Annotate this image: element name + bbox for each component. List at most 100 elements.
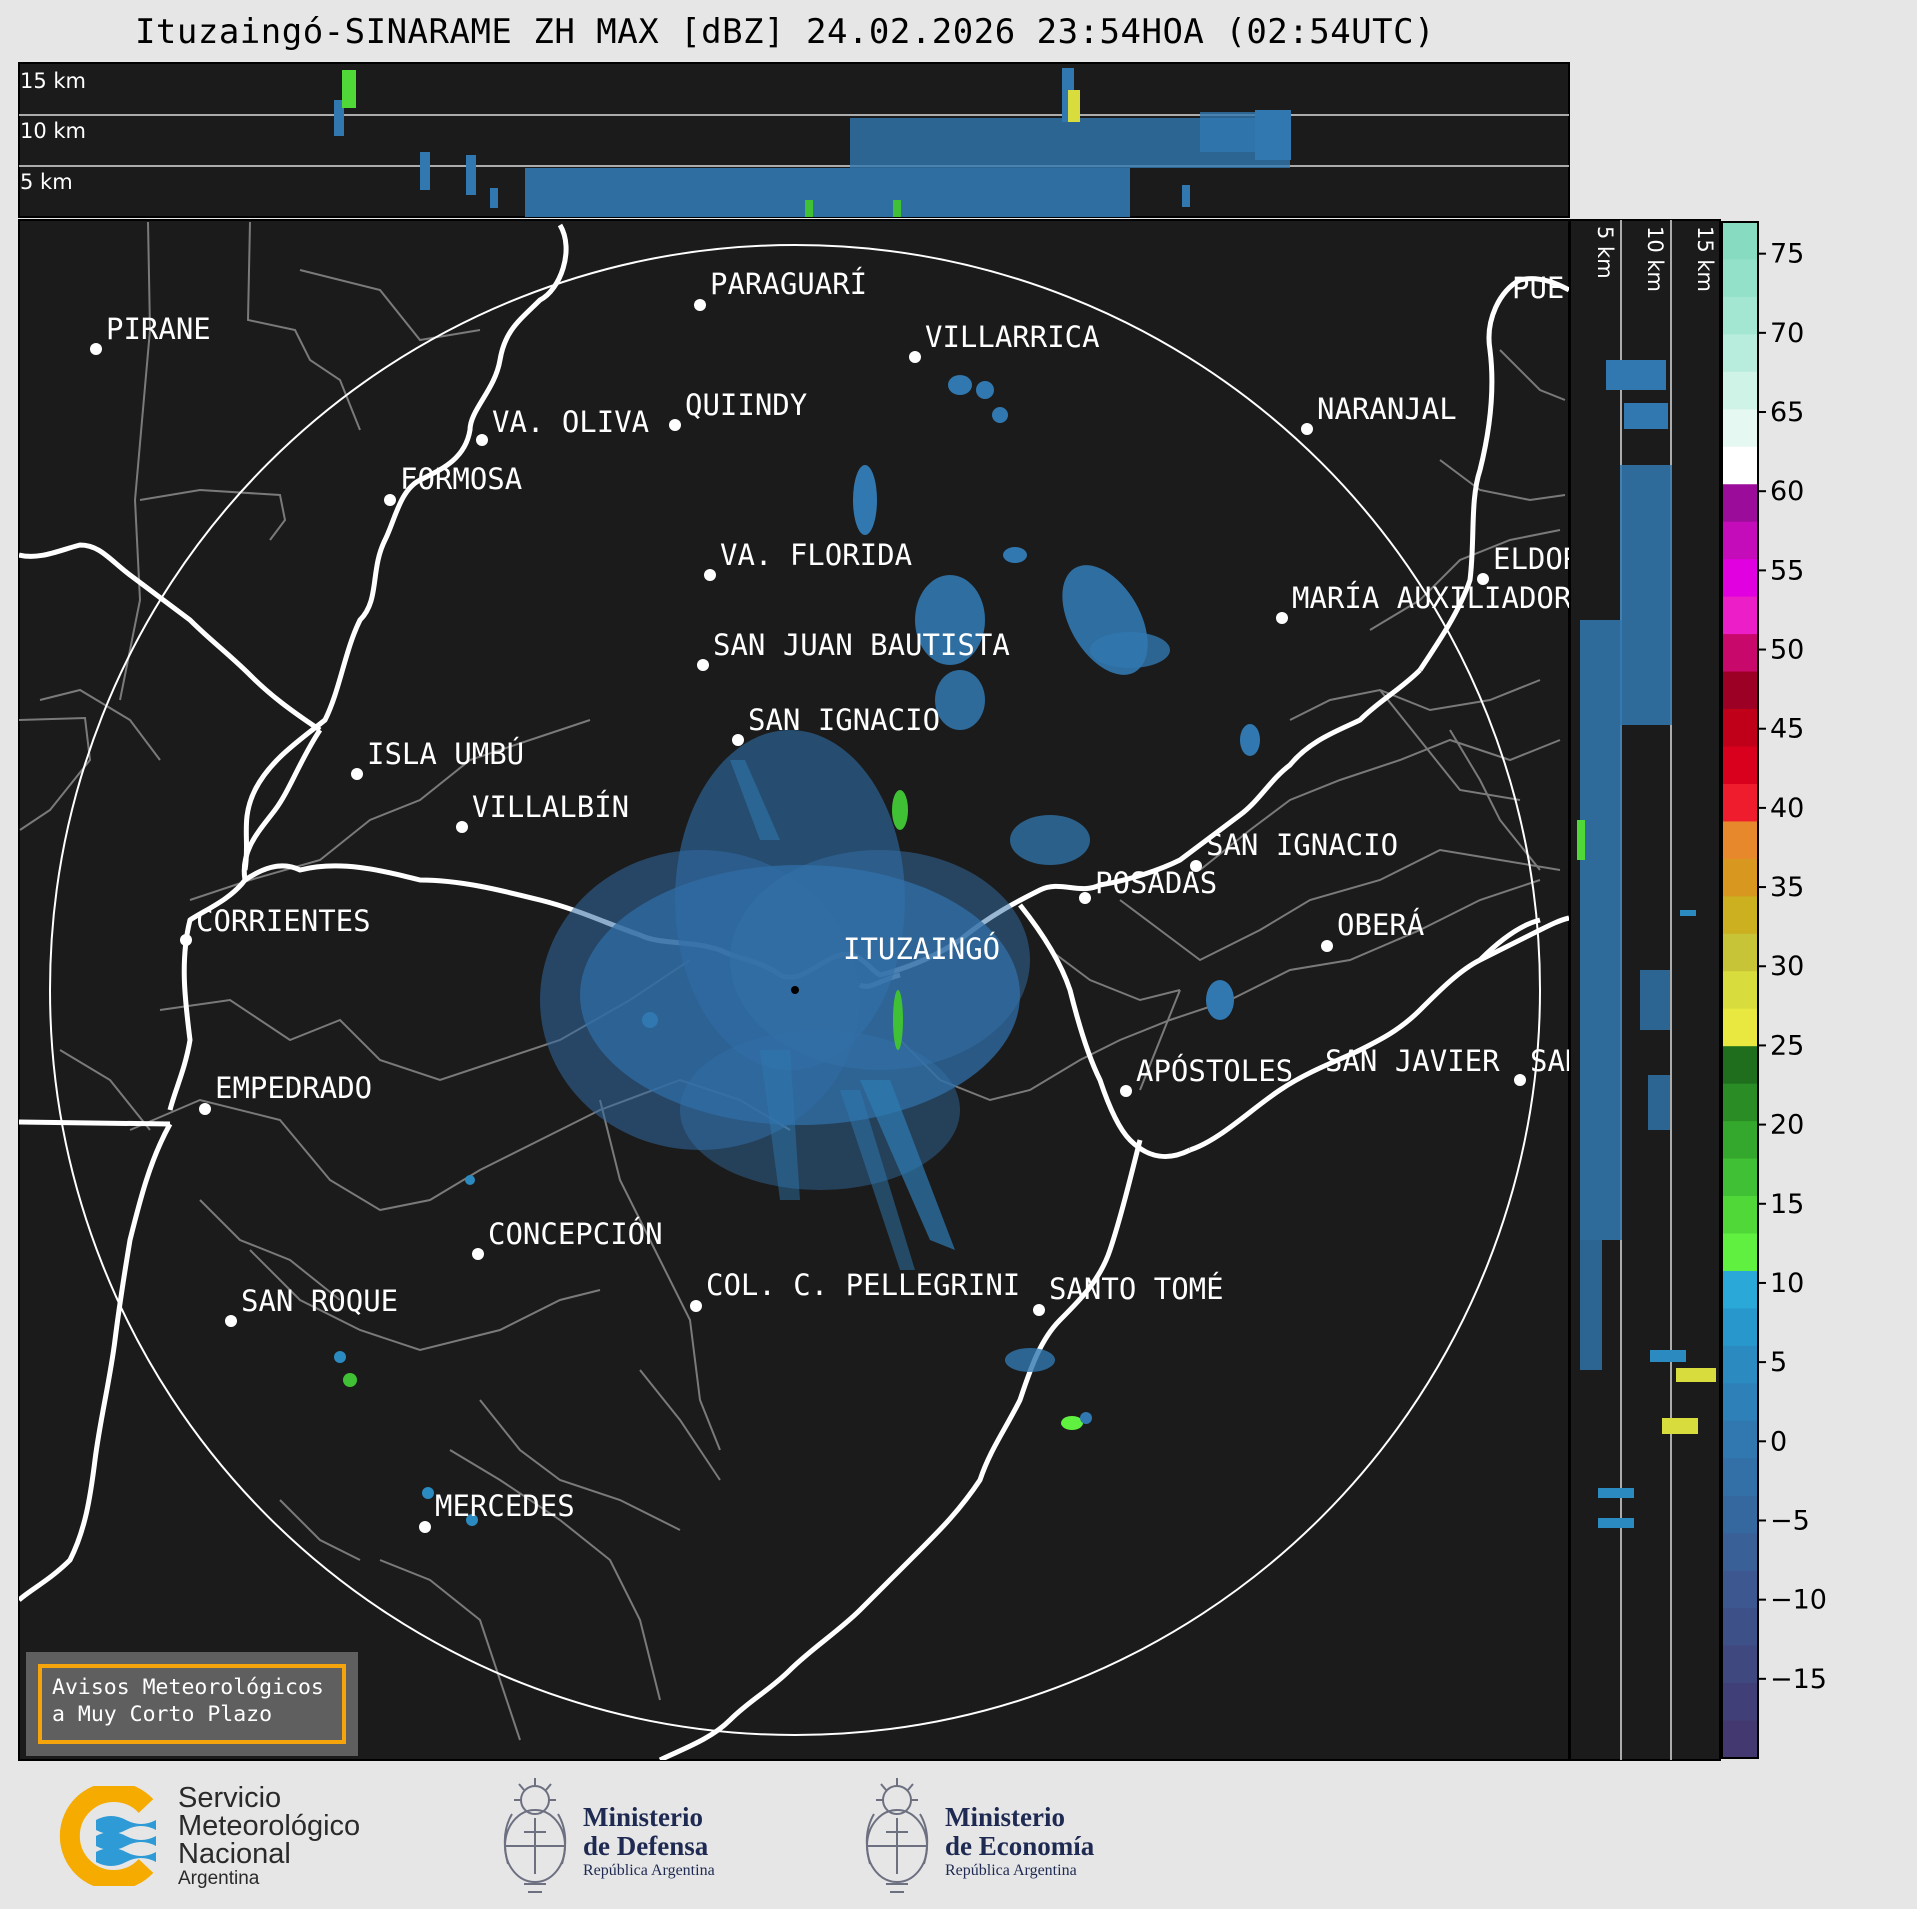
svg-text:EMPEDRADO: EMPEDRADO (215, 1071, 372, 1105)
svg-text:SANTO TOMÉ: SANTO TOMÉ (1049, 1272, 1224, 1306)
dbz-colorbar (1721, 221, 1759, 1759)
svg-text:FORMOSA: FORMOSA (400, 462, 522, 496)
economia-line-3: República Argentina (945, 1862, 1077, 1879)
colorbar-swatch (1722, 484, 1758, 523)
smn-line-1: Servicio (178, 1782, 282, 1814)
colorbar-tick-label: 40 (1770, 793, 1804, 824)
international-borders (19, 223, 1569, 1760)
notice-line-2: a Muy Corto Plazo (52, 1702, 273, 1727)
colorbar-tick-label: 25 (1770, 1030, 1804, 1061)
city-san-javier: SAN JAVIER (1325, 1044, 1500, 1078)
colorbar-swatch (1722, 1233, 1758, 1272)
side-height-label-5: 5 km (1593, 226, 1617, 279)
radar-site-ituzaingo: ITUZAINGÓ (791, 932, 1000, 994)
svg-text:VA. OLIVA: VA. OLIVA (492, 405, 649, 439)
colorbar-swatch (1722, 709, 1758, 748)
colorbar-swatch (1722, 1720, 1758, 1759)
colorbar-tick-label: 60 (1770, 476, 1804, 507)
defensa-line-1: Ministerio (583, 1802, 703, 1832)
colorbar-swatch (1722, 1158, 1758, 1197)
defensa-emblem-icon (503, 1778, 567, 1893)
colorbar-tick-label: −10 (1770, 1585, 1827, 1616)
colorbar-swatch (1722, 746, 1758, 785)
colorbar-tick-label: 5 (1770, 1347, 1787, 1378)
colorbar-swatch (1722, 1533, 1758, 1572)
colorbar-swatch (1722, 1008, 1758, 1047)
defensa-line-3: República Argentina (583, 1862, 715, 1879)
colorbar-tick-label: 30 (1770, 951, 1804, 982)
colorbar-swatch (1722, 1121, 1758, 1160)
smn-line-3: Nacional (178, 1838, 291, 1870)
svg-text:NARANJAL: NARANJAL (1317, 392, 1457, 426)
colorbar-swatch (1722, 222, 1758, 261)
colorbar-swatch (1722, 858, 1758, 897)
colorbar-swatch (1722, 596, 1758, 635)
svg-text:OBERÁ: OBERÁ (1337, 908, 1424, 942)
svg-text:SAN ROQUE: SAN ROQUE (241, 1284, 398, 1318)
colorbar-swatch (1722, 521, 1758, 560)
colorbar-swatch (1722, 259, 1758, 298)
colorbar-tick-label: −5 (1770, 1505, 1810, 1536)
city-va-oliva: VA. OLIVA (476, 405, 649, 446)
colorbar-swatch (1722, 1308, 1758, 1347)
city-san-ignacio-ar: SAN IGNACIO (1190, 828, 1398, 872)
colorbar-swatch (1722, 1495, 1758, 1534)
city-santo-tome: SANTO TOMÉ (1033, 1272, 1224, 1316)
colorbar-swatch (1722, 1046, 1758, 1085)
colorbar-swatch (1722, 334, 1758, 373)
colorbar-swatch (1722, 1383, 1758, 1422)
smn-logo-text: Servicio Meteorológico Nacional Argentin… (178, 1784, 360, 1890)
city-mercedes: MERCEDES (419, 1489, 575, 1533)
economia-line-1: Ministerio (945, 1802, 1065, 1832)
city-maria-auxiliador: MARÍA AUXILIADOR (1276, 581, 1572, 624)
svg-text:APÓSTOLES: APÓSTOLES (1136, 1054, 1293, 1088)
department-borders (19, 221, 1566, 1741)
colorbar-swatch (1722, 446, 1758, 485)
colorbar-frame (1721, 221, 1759, 1759)
svg-text:SAN JAVIER: SAN JAVIER (1325, 1044, 1500, 1078)
range-ring (49, 244, 1541, 1736)
colorbar-swatch (1722, 1270, 1758, 1310)
colorbar-swatch (1722, 409, 1758, 448)
city-concepcion: CONCEPCIÓN (472, 1217, 663, 1260)
city-san-edge: SAN (1514, 1044, 1582, 1086)
city-san-ignacio-py: SAN IGNACIO (732, 703, 940, 746)
city-pue-edge: PUE (1512, 271, 1564, 305)
colorbar-swatch (1722, 371, 1758, 410)
colorbar-tick-label: 75 (1770, 239, 1804, 270)
colorbar-swatch (1722, 896, 1758, 935)
economia-line-2: de Economía (945, 1831, 1095, 1861)
colorbar-swatch (1722, 634, 1758, 673)
colorbar-swatch (1722, 1196, 1758, 1235)
svg-text:PARAGUARÍ: PARAGUARÍ (710, 267, 867, 301)
colorbar-tick-label: −15 (1770, 1664, 1827, 1695)
city-corrientes: CORRIENTES (180, 904, 371, 946)
city-quiindy: QUIINDY (669, 388, 807, 431)
svg-text:CORRIENTES: CORRIENTES (196, 904, 371, 938)
svg-text:ISLA UMBÚ: ISLA UMBÚ (367, 737, 524, 771)
svg-text:MARÍA AUXILIADOR: MARÍA AUXILIADOR (1292, 581, 1572, 615)
colorbar-swatch (1722, 1608, 1758, 1647)
top-cross-section-echoes (19, 68, 1569, 217)
colorbar-tick-label: 15 (1770, 1189, 1804, 1220)
colorbar-tick-label: 55 (1770, 555, 1804, 586)
top-height-label-5: 5 km (20, 170, 73, 194)
city-san-roque: SAN ROQUE (225, 1284, 398, 1327)
colorbar-tick-label: 50 (1770, 635, 1804, 666)
city-obera: OBERÁ (1321, 908, 1424, 952)
defensa-logo-text: Ministerio de Defensa República Argentin… (583, 1803, 715, 1881)
svg-text:SAN: SAN (1530, 1044, 1582, 1078)
city-col-c-pellegrini: COL. C. PELLEGRINI (690, 1268, 1020, 1312)
svg-text:PIRANE: PIRANE (106, 312, 211, 346)
colorbar-swatch (1722, 783, 1758, 823)
svg-text:VILLALBÍN: VILLALBÍN (472, 790, 629, 824)
svg-text:QUIINDY: QUIINDY (685, 388, 807, 422)
colorbar-swatch (1722, 1570, 1758, 1609)
colorbar-swatch (1722, 971, 1758, 1010)
smn-logo (59, 1786, 156, 1886)
svg-text:ITUZAINGÓ: ITUZAINGÓ (843, 932, 1000, 966)
colorbar-tick-label: 35 (1770, 872, 1804, 903)
notice-line-1: Avisos Meteorológicos (52, 1675, 324, 1700)
smn-line-4: Argentina (178, 1868, 260, 1889)
